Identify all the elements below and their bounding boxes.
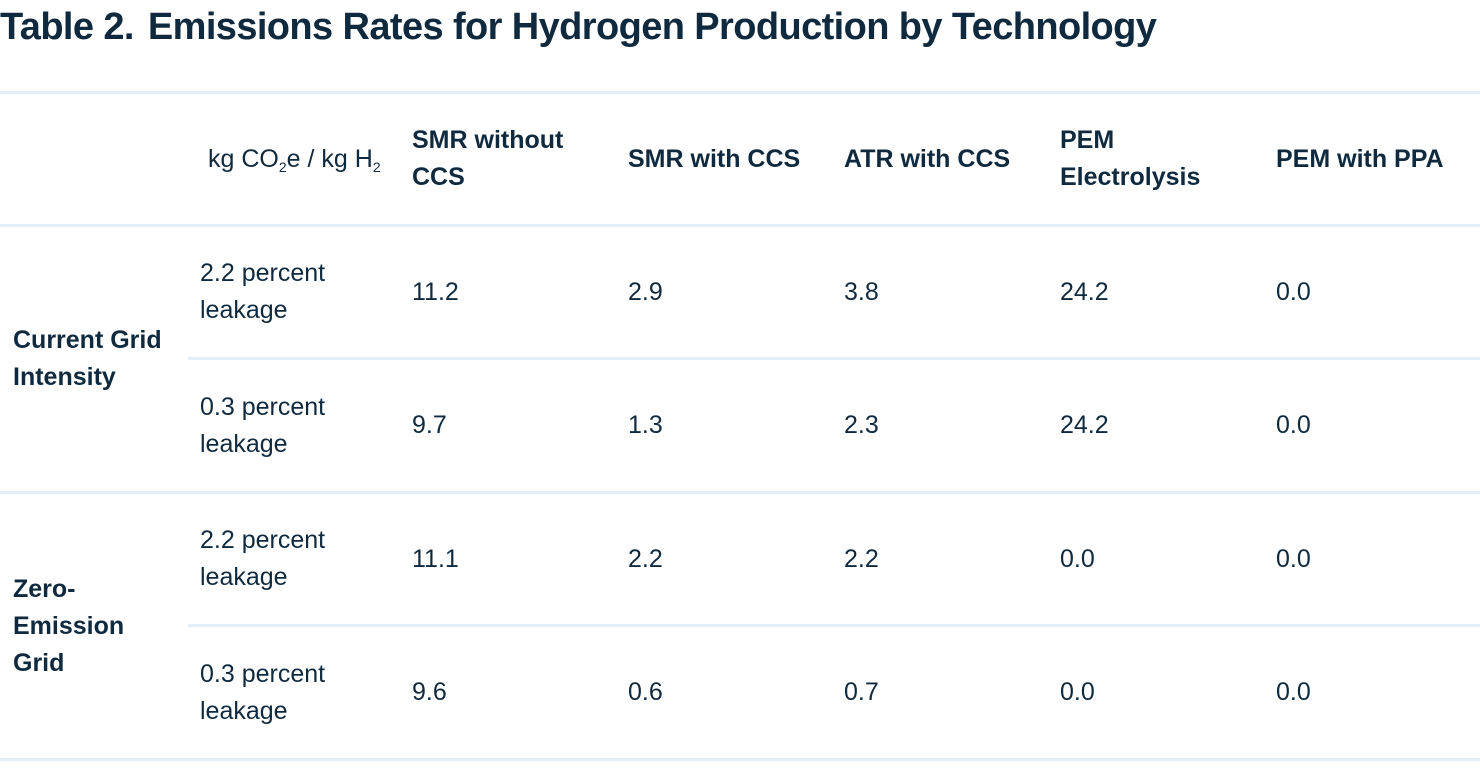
group2-row-divider [188,624,1480,627]
table-number: Table 2. [0,6,134,48]
table-cell: 11.2 [412,277,459,306]
row-scenario-label: 0.3 percent leakage [200,659,326,725]
row-scenario-label: 2.2 percent leakage [200,259,326,324]
table-cell: 2.3 [844,411,879,439]
column-header-pem-with-ppa: PEM with PPA [1276,144,1444,173]
column-header-atr-with-ccs: ATR with CCS [844,144,1011,173]
table-cell: 0.0 [1276,678,1311,706]
table-cell: 0.0 [1276,411,1311,439]
group-label-zero-emission-grid: Zero-Emission Grid [13,574,125,677]
column-header-smr-with-ccs: SMR with CCS [628,144,801,173]
row-scenario-label: 2.2 percent leakage [200,526,326,591]
table-cell: 0.0 [1060,678,1095,706]
table-cell: 9.6 [412,678,447,706]
table-cell: 0.7 [844,678,879,706]
table-cell: 1.3 [628,411,663,439]
unit-label: kg CO2e / kg H2 [208,144,381,175]
table-title: Table 2. Emissions Rates for Hydrogen Pro… [0,6,1157,49]
table-cell: 0.0 [1276,277,1311,306]
table-cell: 9.7 [412,411,447,439]
group1-row-divider [188,357,1480,360]
table-cell: 24.2 [1060,277,1109,306]
table-cell: 3.8 [844,277,879,306]
table-cell: 2.2 [628,544,663,573]
table-cell: 11.1 [412,544,459,573]
table-caption: Emissions Rates for Hydrogen Production … [147,6,1157,48]
table-cell: 0.0 [1276,544,1311,573]
header-unit-cell: kg CO2e / kg H2 [208,94,408,224]
table-bottom-rule [0,758,1480,761]
header-top-rule [0,91,1480,94]
group-label-current-grid: Current Grid Intensity [13,326,162,391]
table-cell: 2.2 [844,544,879,573]
row-scenario-label: 0.3 percent leakage [200,392,326,458]
table-cell: 0.0 [1060,544,1095,573]
group-divider [0,491,1480,494]
table-cell: 2.9 [628,277,663,306]
table-cell: 24.2 [1060,411,1109,439]
column-header-pem-electrolysis: PEM Electrolysis [1060,126,1201,191]
table-cell: 0.6 [628,678,663,706]
column-header-smr-without-ccs: SMR without CCS [412,126,564,191]
header-bottom-rule [0,224,1480,227]
